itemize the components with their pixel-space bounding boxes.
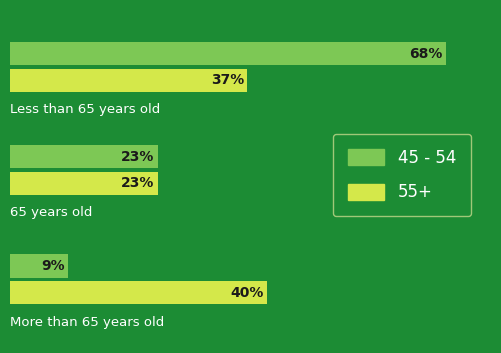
Text: More than 65 years old: More than 65 years old bbox=[10, 316, 164, 329]
Text: 23%: 23% bbox=[121, 176, 154, 190]
Bar bbox=[10, 255, 68, 278]
Bar bbox=[10, 281, 267, 304]
Text: 40%: 40% bbox=[230, 286, 264, 300]
Bar bbox=[10, 42, 446, 65]
Bar bbox=[10, 68, 247, 92]
Text: 37%: 37% bbox=[211, 73, 244, 87]
Bar bbox=[10, 172, 157, 195]
Bar bbox=[10, 145, 157, 168]
Text: 23%: 23% bbox=[121, 150, 154, 163]
Text: 65 years old: 65 years old bbox=[10, 207, 92, 219]
Legend: 45 - 54, 55+: 45 - 54, 55+ bbox=[333, 133, 471, 216]
Text: 9%: 9% bbox=[41, 259, 65, 273]
Text: Less than 65 years old: Less than 65 years old bbox=[10, 103, 160, 116]
Text: 68%: 68% bbox=[409, 47, 443, 61]
